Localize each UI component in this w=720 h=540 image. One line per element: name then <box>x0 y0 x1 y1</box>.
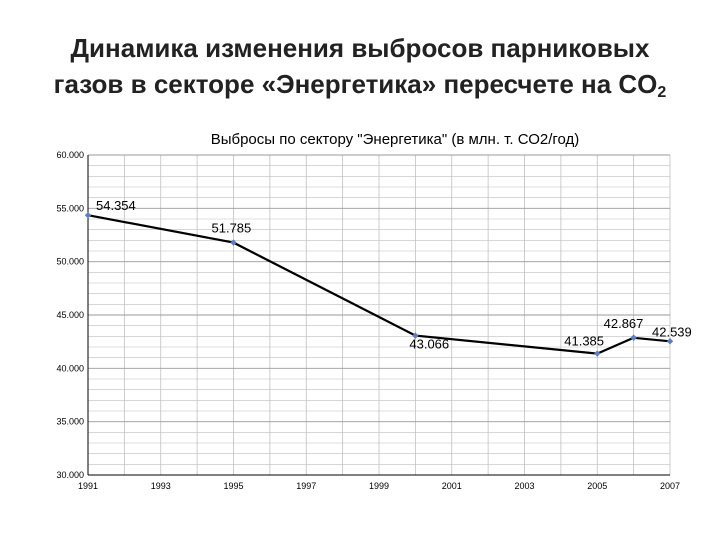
slide-title-line-2: газов в секторе «Энергетика» пересчете н… <box>0 66 720 111</box>
x-tick-label: 1999 <box>369 481 389 491</box>
y-tick-label: 55.000 <box>56 203 84 213</box>
slide-title-line-1: Динамика изменения выбросов парниковых <box>70 33 650 63</box>
series-line <box>87 214 671 355</box>
x-axis-tick-labels: 1991 1993 1995 1997 1999 2001 2003 2005 2007 <box>78 481 680 491</box>
data-point <box>666 338 674 345</box>
data-point <box>412 332 419 339</box>
y-tick-label: 40.000 <box>56 363 84 373</box>
slide-title-subscript: 2 <box>657 84 667 101</box>
y-tick-label: 50.000 <box>56 257 84 267</box>
data-label: 42.867 <box>604 316 644 331</box>
x-tick-label: 2007 <box>660 481 680 491</box>
y-tick-label: 35.000 <box>56 417 84 427</box>
x-tick-label: 1993 <box>151 481 171 491</box>
x-tick-label: 2001 <box>442 481 462 491</box>
data-label: 54.354 <box>96 198 136 213</box>
data-label: 42.539 <box>652 324 692 339</box>
x-tick-label: 1991 <box>78 481 98 491</box>
slide-title: Динамика изменения выбросов парниковых г… <box>0 30 720 111</box>
y-tick-label: 45.000 <box>56 310 84 320</box>
chart-title: Выбросы по сектору "Энергетика" (в млн. … <box>211 131 580 148</box>
slide-title-line-2-main: газов в секторе «Энергетика» пересчете н… <box>53 69 658 99</box>
chart-series <box>84 212 674 357</box>
data-label: 43.066 <box>409 337 449 352</box>
data-point <box>230 239 237 246</box>
y-axis-tick-labels: 30.000 35.000 40.000 45.000 50.000 55.000 60.0… <box>56 150 84 480</box>
data-point <box>84 212 92 219</box>
x-tick-label: 1997 <box>296 481 316 491</box>
data-label: 51.785 <box>212 221 252 236</box>
data-label: 41.385 <box>564 334 604 349</box>
x-tick-label: 2005 <box>587 481 607 491</box>
data-point <box>630 334 637 341</box>
x-tick-label: 1995 <box>223 481 243 491</box>
x-tick-label: 2003 <box>514 481 534 491</box>
chart-axes <box>87 155 670 476</box>
y-tick-label: 30.000 <box>56 470 84 480</box>
data-point <box>594 350 601 357</box>
y-tick-label: 60.000 <box>56 150 84 160</box>
chart-grid <box>88 154 671 475</box>
